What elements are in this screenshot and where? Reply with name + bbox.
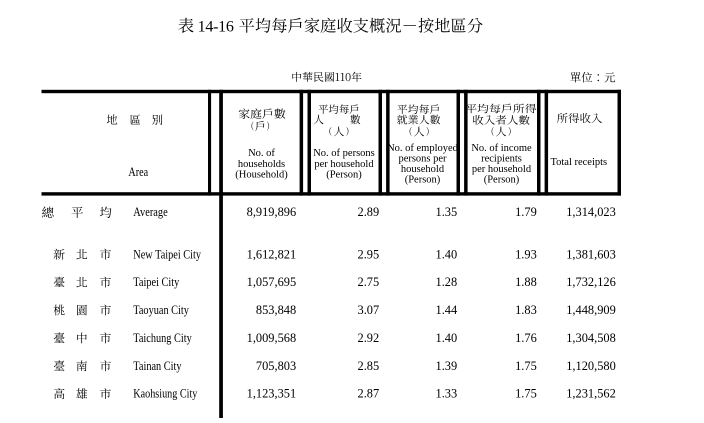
svg-text:2.87: 2.87	[358, 387, 380, 401]
svg-text:households: households	[238, 159, 285, 170]
svg-text:Taoyuan City: Taoyuan City	[133, 303, 189, 317]
svg-text:No. of income: No. of income	[471, 143, 532, 154]
svg-text:persons per: persons per	[398, 153, 447, 164]
svg-text:1.28: 1.28	[436, 275, 458, 289]
svg-text:per household: per household	[472, 164, 532, 175]
svg-text:(Person): (Person)	[484, 174, 520, 185]
svg-text:Taipei City: Taipei City	[133, 275, 179, 289]
svg-text:1.88: 1.88	[515, 275, 537, 289]
svg-text:No. of: No. of	[248, 148, 275, 159]
svg-text:(Household): (Household)	[235, 169, 288, 180]
svg-text:1.35: 1.35	[436, 205, 458, 219]
svg-text:Total receipts: Total receipts	[550, 157, 607, 168]
svg-text:household: household	[401, 164, 445, 175]
svg-text:recipients: recipients	[481, 153, 522, 164]
svg-text:1.33: 1.33	[436, 387, 458, 401]
svg-text:1.79: 1.79	[515, 205, 537, 219]
svg-text:1.40: 1.40	[436, 247, 458, 261]
svg-text:1.83: 1.83	[515, 303, 537, 317]
svg-text:1,123,351: 1,123,351	[247, 387, 297, 401]
svg-text:1,448,909: 1,448,909	[566, 303, 616, 317]
svg-text:705,803: 705,803	[256, 359, 296, 373]
svg-text:1,381,603: 1,381,603	[566, 247, 616, 261]
svg-text:1,120,580: 1,120,580	[566, 359, 616, 373]
svg-text:No. of employed: No. of employed	[387, 143, 459, 154]
svg-text:1,231,562: 1,231,562	[566, 387, 616, 401]
svg-text:(Person): (Person)	[405, 174, 441, 185]
svg-text:Kaohsiung City: Kaohsiung City	[133, 387, 197, 401]
svg-text:per household: per household	[314, 159, 374, 170]
svg-text:1.44: 1.44	[436, 303, 458, 317]
svg-text:1.75: 1.75	[515, 359, 537, 373]
svg-text:No. of persons: No. of persons	[313, 148, 375, 159]
svg-text:3.07: 3.07	[358, 303, 380, 317]
svg-text:(Person): (Person)	[326, 169, 362, 180]
svg-text:Taichung City: Taichung City	[133, 331, 191, 345]
svg-text:1,304,508: 1,304,508	[566, 331, 616, 345]
svg-text:1.40: 1.40	[436, 331, 458, 345]
svg-text:1.76: 1.76	[515, 331, 537, 345]
svg-text:1.39: 1.39	[436, 359, 458, 373]
svg-text:Tainan City: Tainan City	[133, 359, 181, 373]
svg-text:Average: Average	[133, 205, 167, 219]
svg-text:2.92: 2.92	[358, 331, 380, 345]
svg-text:2.89: 2.89	[358, 205, 380, 219]
svg-text:1,009,568: 1,009,568	[247, 331, 297, 345]
svg-text:1,057,695: 1,057,695	[247, 275, 297, 289]
svg-text:1.93: 1.93	[515, 247, 537, 261]
svg-text:1.75: 1.75	[515, 387, 537, 401]
svg-text:14-16: 14-16	[198, 19, 234, 36]
svg-text:2.75: 2.75	[358, 275, 380, 289]
svg-text:Area: Area	[128, 165, 148, 179]
svg-text:2.85: 2.85	[358, 359, 380, 373]
svg-text:1,314,023: 1,314,023	[566, 205, 616, 219]
svg-text:New Taipei City: New Taipei City	[133, 247, 201, 261]
svg-text:2.95: 2.95	[358, 247, 380, 261]
svg-text:1,612,821: 1,612,821	[247, 247, 297, 261]
svg-text:853,848: 853,848	[256, 303, 296, 317]
svg-text:1,732,126: 1,732,126	[566, 275, 616, 289]
svg-text:8,919,896: 8,919,896	[247, 205, 297, 219]
